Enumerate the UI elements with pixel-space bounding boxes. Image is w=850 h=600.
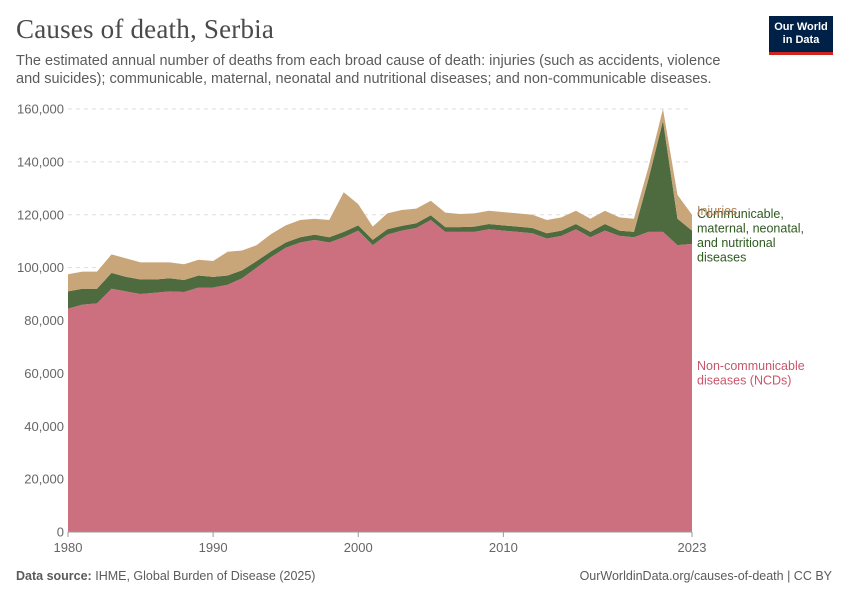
x-tick-label: 1990 (199, 540, 228, 555)
x-tick-label: 1980 (54, 540, 83, 555)
chart-title: Causes of death, Serbia (16, 14, 275, 44)
series-labels: Non-communicable diseases (NCDs) Communica… (697, 204, 805, 388)
y-tick-label: 80,000 (24, 313, 64, 328)
label-injuries: Injuries (697, 204, 737, 218)
y-tick-label: 40,000 (24, 419, 64, 434)
y-tick-label: 140,000 (17, 154, 64, 169)
x-tick-label: 2000 (344, 540, 373, 555)
logo-line-2: in Data (782, 34, 820, 46)
x-tick-label: 2010 (489, 540, 518, 555)
area-layer (68, 109, 692, 533)
label-communicable: Communicable, maternal, neonatal, and nutr… (697, 207, 804, 264)
y-tick-label: 20,000 (24, 472, 64, 487)
axis-layer: 0 20,000 40,000 60,000 80,000 100,000 120,000 1… (17, 102, 706, 556)
label-ncd: Non-communicable diseases (NCDs) (697, 359, 805, 388)
data-source-text: IHME, Global Burden of Disease (2025) (95, 569, 316, 583)
source-url[interactable]: OurWorldinData.org/causes-of-death | CC … (579, 569, 832, 583)
label-communicable-line: diseases (697, 250, 746, 264)
y-tick-label: 0 (57, 525, 64, 540)
data-source: Data source: IHME, Global Burden of Dise… (16, 569, 315, 583)
label-ncd-line: diseases (NCDs) (697, 374, 791, 388)
label-injuries-line: Injuries (697, 204, 737, 218)
data-source-label: Data source: (16, 569, 92, 583)
y-tick-label: 120,000 (17, 207, 64, 222)
x-tick-label: 2023 (678, 540, 707, 555)
owid-logo[interactable]: Our World in Data (769, 16, 833, 55)
y-tick-label: 60,000 (24, 366, 64, 381)
logo-line-1: Our World (774, 21, 828, 33)
chart-subtitle: The estimated annual number of deaths fr… (16, 53, 721, 87)
label-ncd-line: Non-communicable (697, 359, 805, 373)
y-tick-label: 160,000 (17, 102, 64, 117)
label-communicable-line: maternal, neonatal, (697, 221, 804, 235)
area-communicable (68, 120, 692, 309)
label-communicable-line: Communicable, (697, 207, 784, 221)
area-ncd (68, 220, 692, 533)
label-communicable-line: and nutritional (697, 236, 776, 250)
y-tick-label: 100,000 (17, 260, 64, 275)
area-injuries (68, 109, 692, 292)
